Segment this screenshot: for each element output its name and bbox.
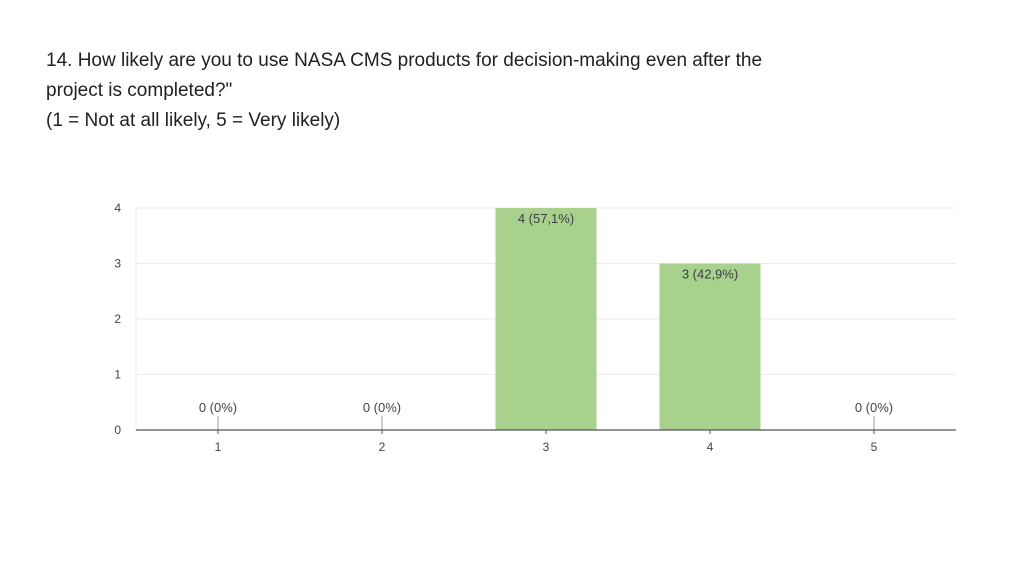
y-tick-label: 1 [114,368,121,382]
bar-data-label: 0 (0%) [855,400,893,415]
x-tick-label: 1 [215,440,222,454]
question-text: 14. How likely are you to use NASA CMS p… [46,46,846,136]
x-tick-label: 4 [707,440,714,454]
bar-data-label: 0 (0%) [199,400,237,415]
question-line-1: 14. How likely are you to use NASA CMS p… [46,50,763,71]
bar-data-label: 4 (57,1%) [518,211,574,226]
bar-data-label: 3 (42,9%) [682,267,738,282]
y-tick-label: 3 [114,257,121,271]
bar-data-label: 0 (0%) [363,400,401,415]
bar [659,263,761,430]
y-tick-label: 2 [114,312,121,326]
bar [495,208,597,430]
x-tick-label: 3 [543,440,550,454]
x-tick-label: 5 [871,440,878,454]
y-tick-label: 0 [114,423,121,437]
y-tick-label: 4 [114,201,121,215]
x-tick-label: 2 [379,440,386,454]
question-scale-note: (1 = Not at all likely, 5 = Very likely) [46,110,341,131]
question-line-2: project is completed?" [46,80,233,101]
